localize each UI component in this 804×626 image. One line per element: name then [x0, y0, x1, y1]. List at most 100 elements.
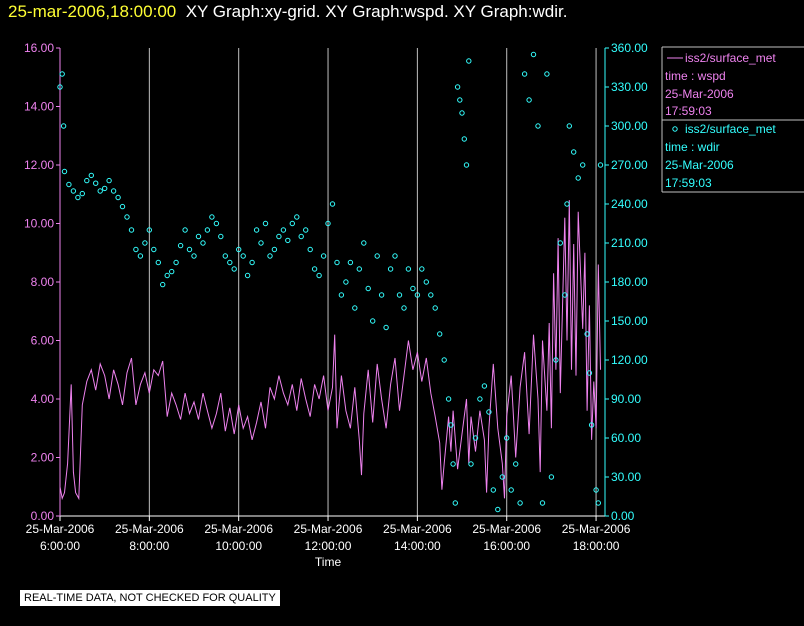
wdir-point [495, 506, 501, 513]
y-left-tick-label: 10.00 [24, 217, 54, 231]
x-tick-label: 25-Mar-2006 [383, 522, 452, 536]
wdir-point [70, 188, 77, 194]
wdir-point [271, 246, 278, 253]
wdir-point [401, 305, 407, 311]
x-tick-label: 16:00:00 [483, 539, 530, 553]
wdir-point [124, 214, 130, 220]
y-right-tick-label: 30.00 [611, 470, 641, 484]
wdir-point [361, 240, 367, 246]
wdir-point [186, 246, 193, 253]
y-right-tick-label: 330.00 [611, 80, 648, 94]
title-timestamp: 25-mar-2006,18:00:00 [8, 2, 177, 21]
y-left-tick-label: 6.00 [31, 334, 55, 348]
wdir-point [468, 461, 474, 467]
wdir-point [419, 266, 425, 272]
wdir-point [580, 162, 586, 168]
wdir-point [231, 266, 237, 272]
y-left-tick-label: 16.00 [24, 41, 54, 55]
wdir-point [428, 292, 434, 298]
x-tick-label: 25-Mar-2006 [204, 522, 273, 536]
wdir-point [253, 227, 260, 233]
x-tick-label: 18:00:00 [573, 539, 620, 553]
wdir-point [93, 180, 99, 186]
y-right-tick-label: 300.00 [611, 119, 648, 133]
wdir-point [571, 149, 577, 155]
y-right-tick-label: 270.00 [611, 158, 648, 172]
wdir-point [213, 220, 220, 227]
wdir-point [539, 500, 546, 506]
wdir-point [461, 136, 467, 142]
wdir-point [477, 396, 483, 402]
wdir-point [584, 331, 590, 337]
wdir-point [343, 279, 349, 285]
x-axis-label: Time [315, 555, 342, 569]
wdir-point [383, 324, 389, 331]
wdir-point [75, 194, 81, 201]
wdir-point [387, 266, 394, 272]
wdir-point [526, 97, 532, 103]
wdir-point [557, 240, 563, 246]
wdir-point [267, 253, 273, 259]
y-right-tick-label: 90.00 [611, 392, 641, 406]
wdir-point [61, 168, 68, 175]
y-left-tick-label: 8.00 [31, 275, 55, 289]
wdir-point [133, 246, 139, 253]
wdir-point [320, 253, 327, 259]
wdir-point [544, 71, 550, 77]
wdir-point [414, 292, 421, 298]
y-right-tick-label: 60.00 [611, 431, 641, 445]
wdir-point [423, 279, 429, 285]
wdir-point [128, 227, 135, 233]
wdir-point [392, 253, 398, 259]
x-tick-label: 25-Mar-2006 [115, 522, 184, 536]
wdir-point [593, 487, 599, 493]
wdir-point [84, 177, 90, 184]
x-tick-label: 10:00:00 [215, 539, 262, 553]
legend-wdir-field: time : wdir [665, 140, 720, 154]
wdir-point [285, 237, 291, 244]
legend-wspd-source: iss2/surface_met [685, 51, 776, 65]
wdir-point [119, 203, 126, 210]
wdir-point [204, 227, 211, 233]
wdir-point [450, 461, 456, 467]
wdir-point [564, 201, 570, 207]
wdir-point [177, 242, 184, 249]
x-tick-label: 12:00:00 [305, 539, 352, 553]
y-right-tick-label: 210.00 [611, 236, 648, 250]
wdir-point [595, 500, 601, 506]
wdir-point [334, 259, 340, 266]
wdir-point [548, 474, 555, 480]
wdir-point [102, 185, 108, 192]
wdir-point [240, 253, 246, 259]
wdir-point [530, 51, 537, 58]
wdir-point [370, 318, 376, 324]
wdir-point [521, 71, 528, 77]
wdir-point [169, 268, 175, 275]
wdir-point [97, 188, 103, 194]
x-tick-label: 8:00:00 [129, 539, 169, 553]
wdir-point [481, 383, 488, 389]
wdir-point [155, 259, 162, 266]
wdir-point [244, 272, 251, 279]
wdir-point [597, 162, 604, 168]
wdir-point [280, 227, 287, 233]
y-left-tick-label: 2.00 [31, 451, 55, 465]
wdir-point [499, 474, 505, 480]
y-right-tick-label: 360.00 [611, 41, 648, 55]
wdir-point [441, 357, 447, 363]
wdir-point [289, 220, 295, 227]
wdir-point [448, 422, 454, 428]
legend-wdir-swatch [672, 126, 678, 132]
y-right-tick-label: 0.00 [611, 509, 635, 523]
wdir-point [432, 305, 438, 311]
wdir-point [110, 188, 117, 194]
legend-wspd-time: 17:59:03 [665, 104, 712, 118]
wdir-point [562, 292, 568, 298]
wdir-point [200, 240, 206, 246]
legend-wdir-date: 25-Mar-2006 [665, 158, 734, 172]
wdir-point [535, 123, 541, 129]
wdir-point [490, 487, 496, 493]
wdir-point [457, 97, 463, 103]
wdir-point [182, 227, 188, 233]
x-tick-label: 25-Mar-2006 [294, 522, 363, 536]
